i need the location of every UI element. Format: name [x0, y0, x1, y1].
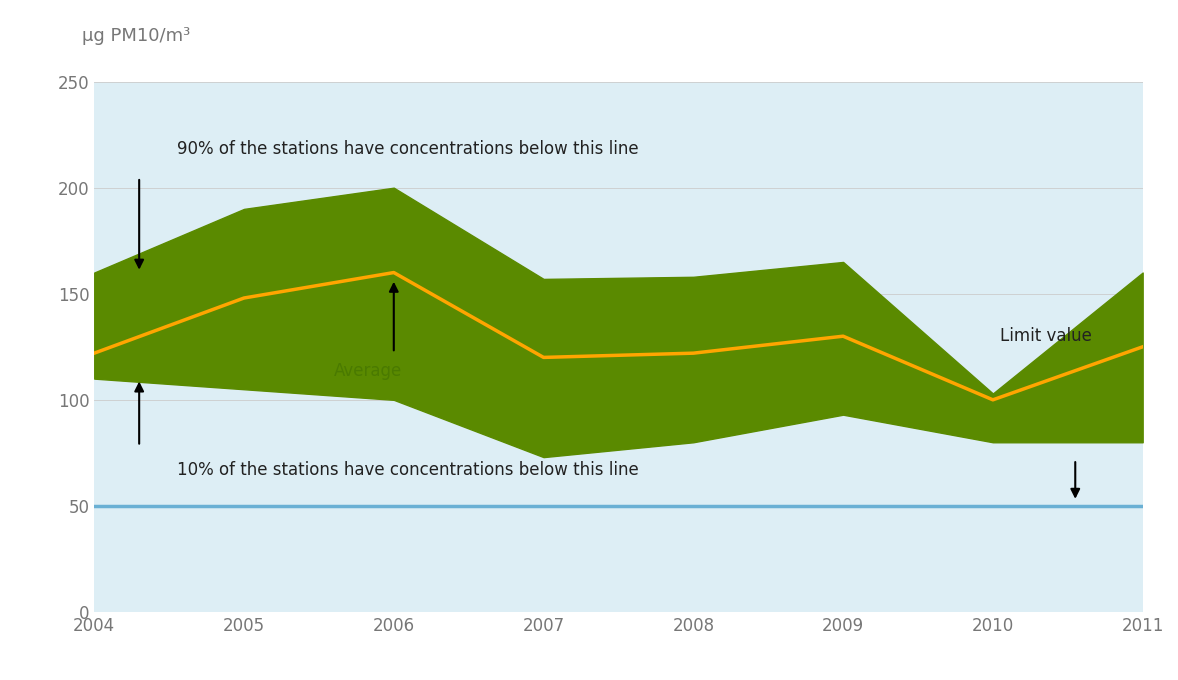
Text: μg PM10/m³: μg PM10/m³ [82, 27, 191, 45]
Text: 90% of the stations have concentrations below this line: 90% of the stations have concentrations … [177, 141, 638, 158]
Text: 10% of the stations have concentrations below this line: 10% of the stations have concentrations … [177, 461, 638, 479]
Text: Average: Average [333, 362, 402, 379]
Text: Limit value: Limit value [1000, 326, 1092, 345]
